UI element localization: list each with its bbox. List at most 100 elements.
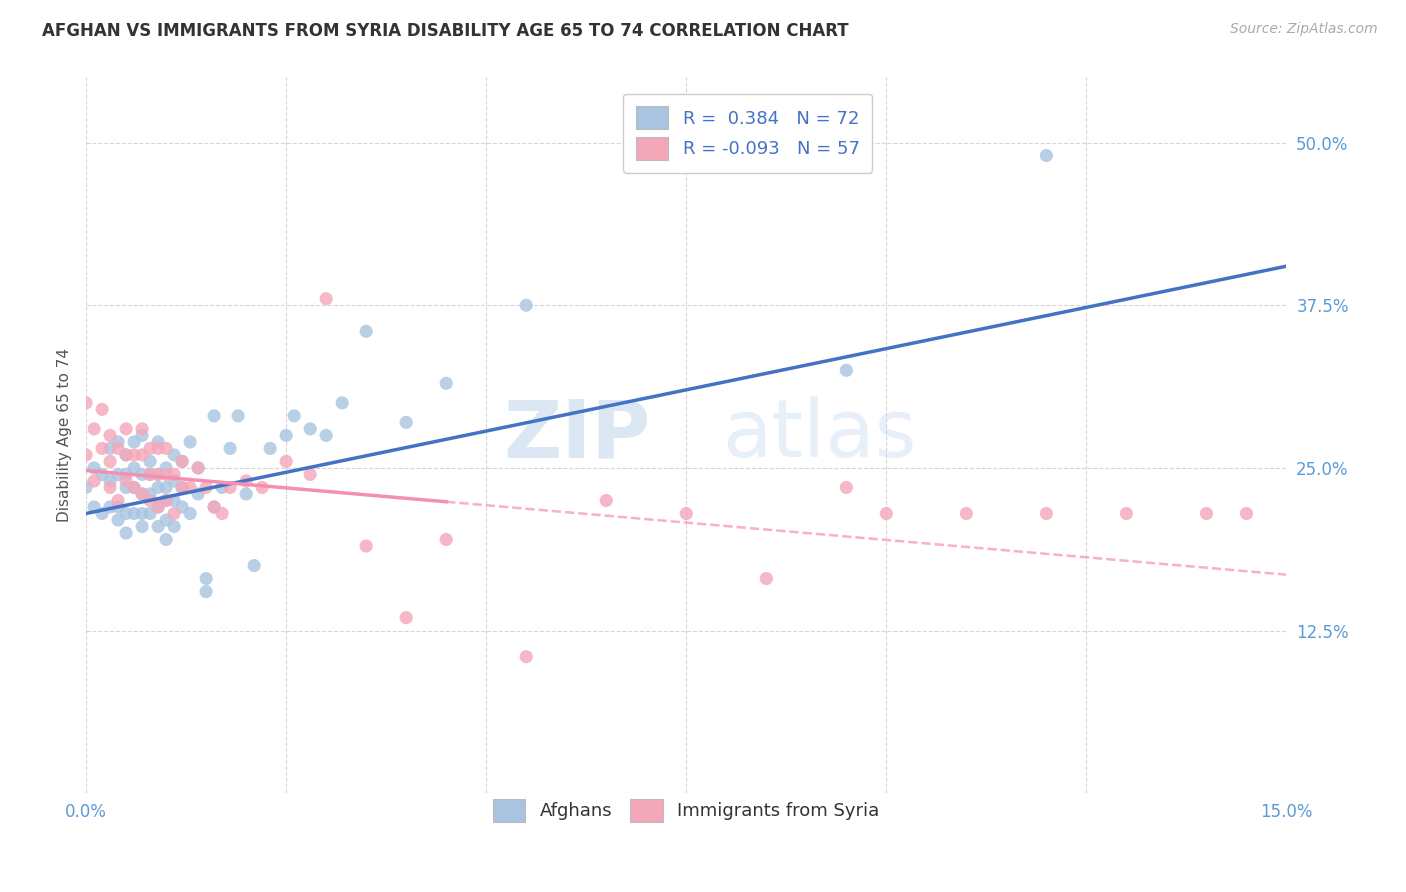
Point (115, 474, 138, 488)
Point (155, 493, 177, 508)
Point (172, 454, 194, 468)
Point (395, 610, 418, 624)
Point (299, 467, 322, 482)
Point (91, 467, 114, 482)
Point (146, 442, 169, 456)
Point (115, 422, 138, 436)
Point (187, 487, 209, 501)
Point (75, 480, 97, 494)
Point (163, 519, 186, 533)
Point (219, 480, 242, 494)
Point (146, 500, 169, 514)
Point (131, 507, 153, 521)
Point (195, 572, 218, 586)
Point (107, 434, 129, 449)
Point (83, 474, 105, 488)
Point (98, 480, 121, 494)
Point (226, 409, 249, 423)
Point (179, 480, 201, 494)
Point (172, 480, 194, 494)
Point (276, 428, 298, 442)
Point (146, 467, 169, 482)
Point (354, 324, 377, 338)
Point (515, 298, 537, 312)
Point (115, 448, 138, 462)
Point (131, 422, 153, 436)
Point (235, 487, 257, 501)
Point (299, 422, 322, 436)
Text: Source: ZipAtlas.com: Source: ZipAtlas.com (1230, 22, 1378, 37)
Point (755, 572, 778, 586)
Point (83, 422, 105, 436)
Point (91, 402, 114, 417)
Point (1195, 507, 1218, 521)
Point (955, 507, 977, 521)
Point (98, 428, 121, 442)
Point (146, 500, 169, 514)
Point (107, 500, 129, 514)
Point (187, 461, 209, 475)
Point (219, 442, 242, 456)
Point (315, 428, 337, 442)
Point (163, 448, 186, 462)
Point (155, 533, 177, 547)
Point (283, 409, 305, 423)
Point (122, 448, 145, 462)
Point (1035, 507, 1057, 521)
Point (98, 474, 121, 488)
Point (195, 584, 218, 599)
Point (155, 442, 177, 456)
Point (155, 461, 177, 475)
Point (115, 507, 138, 521)
Point (875, 507, 897, 521)
Text: atlas: atlas (723, 396, 917, 475)
Point (250, 480, 273, 494)
Text: AFGHAN VS IMMIGRANTS FROM SYRIA DISABILITY AGE 65 TO 74 CORRELATION CHART: AFGHAN VS IMMIGRANTS FROM SYRIA DISABILI… (42, 22, 849, 40)
Point (115, 448, 138, 462)
Point (131, 487, 153, 501)
Point (131, 487, 153, 501)
Point (131, 467, 153, 482)
Point (122, 434, 145, 449)
Point (131, 428, 153, 442)
Point (155, 513, 177, 527)
Point (146, 434, 169, 449)
Point (155, 493, 177, 508)
Point (146, 519, 169, 533)
Point (91, 507, 114, 521)
Point (202, 500, 225, 514)
Point (83, 461, 105, 475)
Point (172, 500, 194, 514)
Point (354, 539, 377, 553)
Point (139, 467, 162, 482)
Point (91, 442, 114, 456)
Point (163, 467, 186, 482)
Point (98, 442, 121, 456)
Point (243, 558, 266, 573)
Point (75, 448, 97, 462)
Point (122, 480, 145, 494)
Point (139, 467, 162, 482)
Point (195, 480, 218, 494)
Point (131, 519, 153, 533)
Point (122, 507, 145, 521)
Point (107, 513, 129, 527)
Point (315, 292, 337, 306)
Point (211, 480, 233, 494)
Point (675, 507, 697, 521)
Point (172, 454, 194, 468)
Point (163, 474, 186, 488)
Point (179, 507, 201, 521)
Point (115, 526, 138, 541)
Point (139, 487, 162, 501)
Point (163, 493, 186, 508)
Point (122, 461, 145, 475)
Point (235, 474, 257, 488)
Point (83, 500, 105, 514)
Point (835, 363, 858, 377)
Point (131, 448, 153, 462)
Point (98, 500, 121, 514)
Point (172, 480, 194, 494)
Point (202, 500, 225, 514)
Point (107, 493, 129, 508)
